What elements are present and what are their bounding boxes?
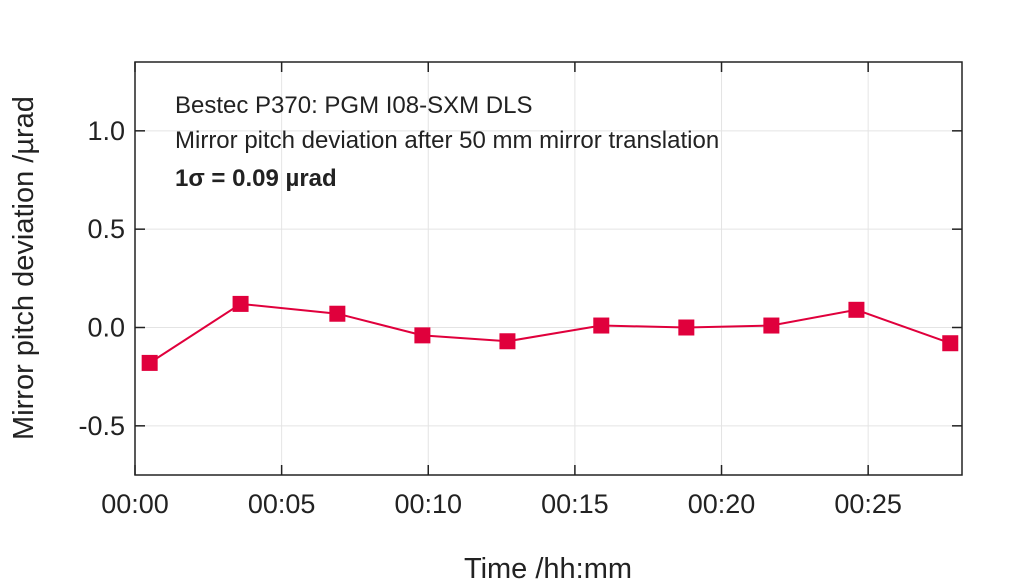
x-tick-label: 00:25 bbox=[834, 489, 902, 519]
y-tick-label: 0.5 bbox=[87, 214, 125, 244]
data-point bbox=[414, 327, 431, 344]
plot-frame bbox=[134, 61, 963, 476]
x-axis-label: Time /hh:mm bbox=[464, 553, 632, 585]
axis-ticks: 00:00 00:05 00:10 00:15 00:20 00:25 1.0 0.5 0.0 -… bbox=[78, 62, 962, 519]
x-tick-label: 00:05 bbox=[248, 489, 316, 519]
y-tick-label: 0.0 bbox=[87, 313, 125, 343]
data-point bbox=[499, 333, 516, 350]
data-point bbox=[763, 317, 780, 334]
series-line bbox=[149, 302, 951, 364]
data-point bbox=[678, 319, 695, 336]
y-axis-label: Mirror pitch deviation /µrad bbox=[8, 96, 40, 440]
series-layer bbox=[141, 295, 959, 371]
x-tick-label: 00:20 bbox=[688, 489, 756, 519]
data-point bbox=[329, 305, 346, 322]
data-point bbox=[848, 301, 865, 318]
x-tick-label: 00:10 bbox=[394, 489, 462, 519]
grid-lines bbox=[134, 62, 962, 475]
y-tick-label: -0.5 bbox=[78, 411, 125, 441]
data-point bbox=[141, 354, 158, 371]
annotation-subtitle: Mirror pitch deviation after 50 mm mirro… bbox=[175, 127, 719, 154]
annotation-sigma: 1σ = 0.09 µrad bbox=[175, 165, 337, 192]
data-point bbox=[593, 317, 610, 334]
annotation-title: Bestec P370: PGM I08-SXM DLS bbox=[175, 92, 532, 119]
x-tick-label: 00:00 bbox=[101, 489, 169, 519]
data-point bbox=[232, 295, 249, 312]
x-tick-label: 00:15 bbox=[541, 489, 609, 519]
data-point bbox=[942, 335, 959, 352]
y-tick-label: 1.0 bbox=[87, 116, 125, 146]
